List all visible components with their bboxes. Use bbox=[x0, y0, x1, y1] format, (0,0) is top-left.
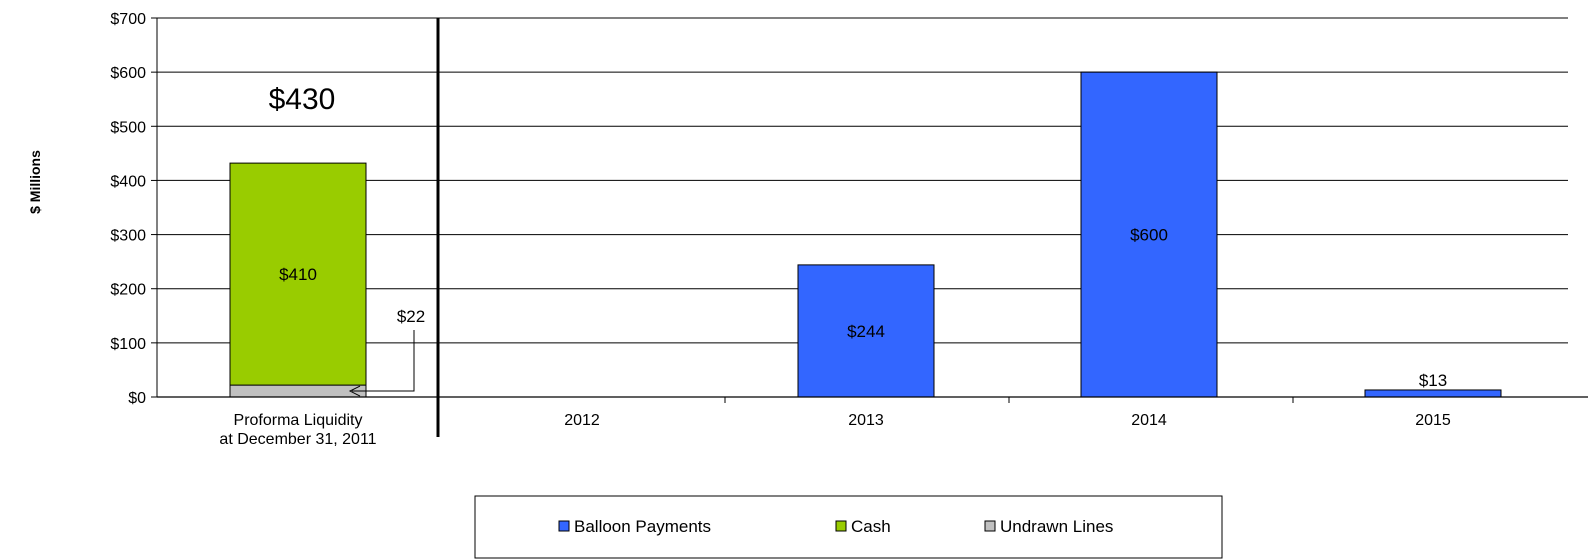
x-tick-label: 2012 bbox=[564, 412, 600, 429]
bar-undrawn-lines bbox=[229, 384, 367, 398]
data-label: $22 bbox=[397, 307, 425, 326]
y-tick-label: $500 bbox=[110, 119, 146, 136]
x-tick-label: Proforma Liquidity at December 31, 2011 bbox=[219, 412, 376, 448]
x-tick-label: 2015 bbox=[1415, 412, 1451, 429]
axes bbox=[151, 17, 1588, 437]
total-liquidity-label: $430 bbox=[269, 83, 336, 116]
bar-cash bbox=[229, 162, 367, 386]
legend-label: Balloon Payments bbox=[574, 517, 711, 536]
y-tick-label: $200 bbox=[110, 282, 146, 299]
data-label: $600 bbox=[1130, 226, 1168, 245]
legend-swatch bbox=[558, 520, 570, 532]
legend-swatch bbox=[835, 520, 847, 532]
y-axis-label: $ Millions bbox=[27, 150, 43, 214]
bar-balloon-payments bbox=[797, 264, 935, 398]
callout-line bbox=[352, 330, 415, 392]
legend: Balloon Payments Cash Undrawn Lines bbox=[474, 495, 1223, 559]
y-tick-label: $300 bbox=[110, 228, 146, 245]
y-tick-label: $700 bbox=[110, 11, 146, 28]
y-tick-label: $600 bbox=[110, 65, 146, 82]
x-tick-label: 2013 bbox=[848, 412, 884, 429]
y-tick-label: $0 bbox=[128, 390, 146, 407]
data-label: $13 bbox=[1419, 371, 1447, 390]
y-tick-labels: $0 $100 $200 $300 $400 $500 $600 $700 bbox=[110, 11, 146, 407]
bar-balloon-payments bbox=[1364, 389, 1502, 398]
bars bbox=[229, 71, 1502, 398]
y-tick-label: $100 bbox=[110, 336, 146, 353]
gridlines bbox=[157, 17, 1568, 344]
x-tick-labels: Proforma Liquidity at December 31, 2011 20… bbox=[219, 412, 1450, 448]
bar-balloon-payments bbox=[1080, 71, 1218, 398]
x-tick-label: 2014 bbox=[1131, 412, 1167, 429]
legend-label: Cash bbox=[851, 517, 891, 536]
legend-label: Undrawn Lines bbox=[1000, 517, 1113, 536]
data-labels: $410 $22 $244 $600 $13 $430 bbox=[269, 83, 1447, 397]
data-label: $410 bbox=[279, 265, 317, 284]
callout-arrow bbox=[348, 385, 361, 397]
legend-box bbox=[474, 495, 1223, 559]
data-label: $244 bbox=[847, 322, 885, 341]
legend-swatch bbox=[984, 520, 996, 532]
y-tick-label: $400 bbox=[110, 173, 146, 190]
